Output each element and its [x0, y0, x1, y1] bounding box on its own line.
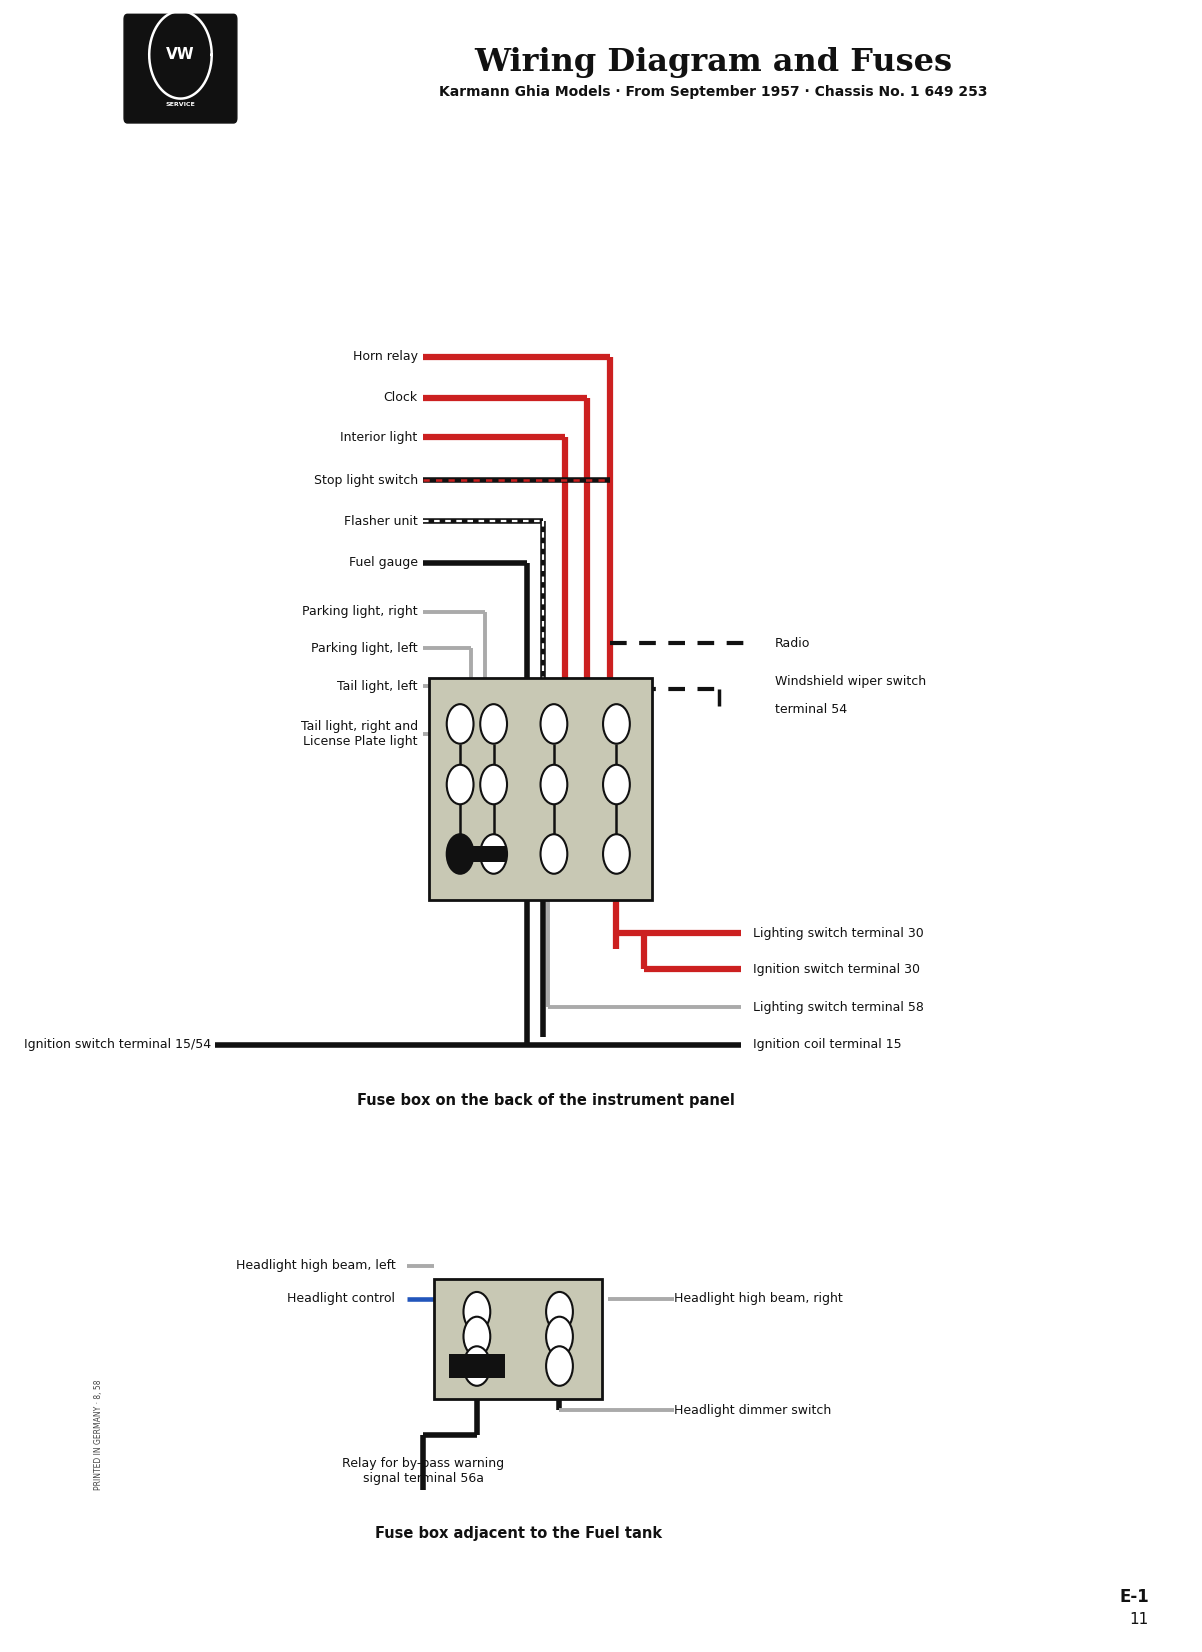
Text: Parking light, left: Parking light, left	[311, 641, 418, 654]
Circle shape	[546, 1346, 573, 1386]
Text: Interior light: Interior light	[340, 431, 418, 444]
Text: Fuse box adjacent to the Fuel tank: Fuse box adjacent to the Fuel tank	[375, 1526, 662, 1541]
Bar	[450, 1355, 505, 1378]
Text: Headlight high beam, left: Headlight high beam, left	[236, 1259, 395, 1272]
Circle shape	[541, 765, 567, 805]
Text: terminal 54: terminal 54	[775, 702, 847, 715]
Circle shape	[541, 704, 567, 743]
Text: Lighting switch terminal 58: Lighting switch terminal 58	[752, 1001, 923, 1014]
Text: Relay for by-pass warning
signal terminal 56a: Relay for by-pass warning signal termina…	[343, 1457, 505, 1485]
Text: Stop light switch: Stop light switch	[314, 474, 418, 487]
Circle shape	[603, 834, 630, 874]
Circle shape	[447, 704, 474, 743]
Text: Clock: Clock	[383, 392, 418, 405]
Text: Headlight dimmer switch: Headlight dimmer switch	[674, 1404, 832, 1417]
Text: Windshield wiper switch: Windshield wiper switch	[775, 674, 926, 687]
Circle shape	[464, 1292, 490, 1332]
Bar	[429, 677, 653, 900]
Text: Horn relay: Horn relay	[352, 350, 418, 363]
Text: Wiring Diagram and Fuses: Wiring Diagram and Fuses	[475, 46, 953, 78]
Text: Headlight control: Headlight control	[287, 1292, 395, 1305]
Text: Ignition switch terminal 30: Ignition switch terminal 30	[752, 963, 920, 976]
Text: SERVICE: SERVICE	[166, 102, 196, 107]
Circle shape	[546, 1317, 573, 1356]
Text: Parking light, right: Parking light, right	[302, 606, 418, 618]
Text: Tail light, right and
License Plate light: Tail light, right and License Plate ligh…	[300, 720, 418, 748]
Text: PRINTED IN GERMANY · 8, 58: PRINTED IN GERMANY · 8, 58	[94, 1379, 103, 1490]
Circle shape	[464, 1346, 490, 1386]
Circle shape	[447, 765, 474, 805]
Circle shape	[481, 765, 507, 805]
Circle shape	[603, 765, 630, 805]
Text: Ignition switch terminal 15/54: Ignition switch terminal 15/54	[24, 1039, 212, 1051]
Text: Headlight high beam, right: Headlight high beam, right	[674, 1292, 844, 1305]
Text: E-1: E-1	[1119, 1588, 1149, 1606]
FancyBboxPatch shape	[124, 15, 237, 122]
Text: Flasher unit: Flasher unit	[344, 515, 418, 529]
Text: Fuse box on the back of the instrument panel: Fuse box on the back of the instrument p…	[357, 1094, 736, 1108]
Circle shape	[447, 834, 474, 874]
Circle shape	[481, 834, 507, 874]
Text: Lighting switch terminal 30: Lighting switch terminal 30	[752, 927, 923, 940]
Circle shape	[481, 704, 507, 743]
Text: VW: VW	[166, 48, 195, 63]
Text: Tail light, left: Tail light, left	[338, 679, 418, 692]
Text: Fuel gauge: Fuel gauge	[349, 557, 418, 568]
Circle shape	[603, 704, 630, 743]
Text: 11: 11	[1130, 1612, 1149, 1627]
Circle shape	[541, 834, 567, 874]
Text: Radio: Radio	[775, 636, 810, 649]
Bar	[434, 1279, 602, 1399]
Circle shape	[546, 1292, 573, 1332]
Bar	[447, 846, 507, 862]
Circle shape	[464, 1317, 490, 1356]
Text: Karmann Ghia Models · From September 1957 · Chassis No. 1 649 253: Karmann Ghia Models · From September 195…	[439, 84, 988, 99]
Text: Ignition coil terminal 15: Ignition coil terminal 15	[752, 1039, 902, 1051]
